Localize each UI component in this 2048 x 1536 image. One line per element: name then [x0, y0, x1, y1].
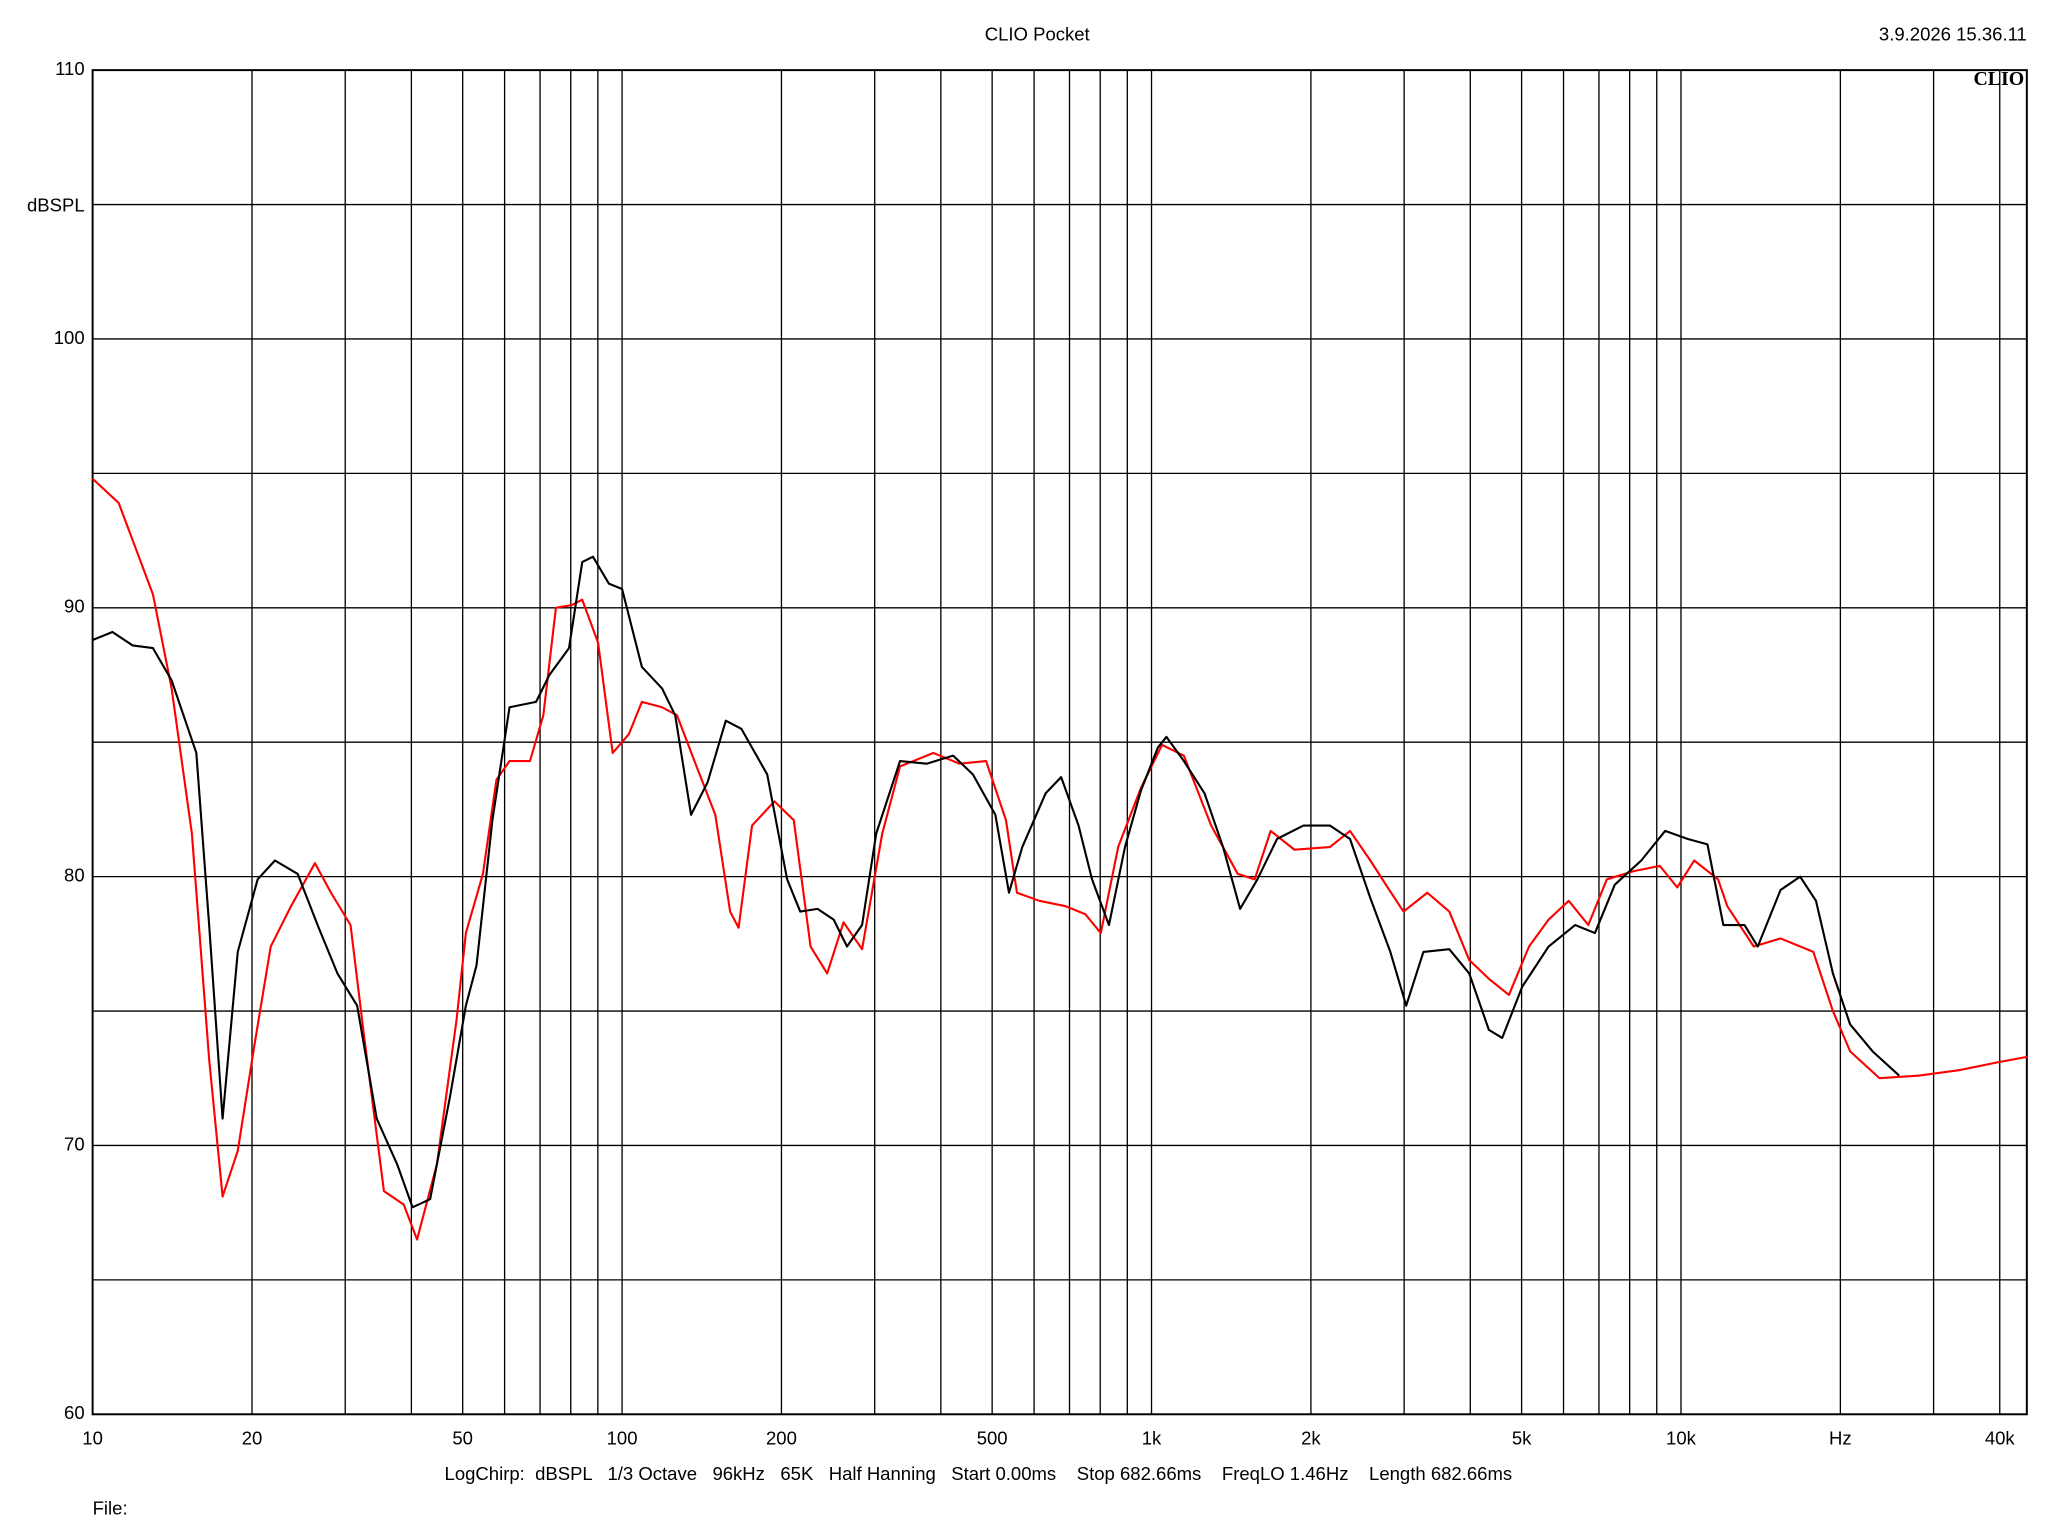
y-tick-label: 80	[64, 865, 85, 886]
line-series	[92, 555, 1900, 1209]
file-label: File:	[93, 1497, 128, 1518]
logo: CLIO	[1973, 68, 2024, 90]
footer: LogChirp: dBSPL 1/3 Octave 96kHz 65K Hal…	[445, 1463, 1513, 1484]
chart-title: CLIO Pocket	[985, 24, 1091, 45]
x-tick-label: 1k	[1142, 1427, 1162, 1448]
y-tick-label: 100	[54, 327, 85, 348]
x-tick-label: 20	[242, 1427, 263, 1448]
x-tick-label: 10	[82, 1427, 103, 1448]
y-tick-label: 90	[64, 596, 85, 617]
x-tick-label: 5k	[1512, 1427, 1532, 1448]
x-tick-label: 500	[977, 1427, 1008, 1448]
x-tick-label: 200	[766, 1427, 797, 1448]
x-tick-label: 100	[607, 1427, 638, 1448]
x-tick-label: 10k	[1666, 1427, 1697, 1448]
x-tick-label: 50	[452, 1427, 473, 1448]
y-tick-label: 70	[64, 1133, 85, 1154]
x-tick-label: 2k	[1301, 1427, 1321, 1448]
x-tick-label: 40k	[1985, 1427, 2016, 1448]
timestamp: 3.9.2026 15.36.11	[1879, 24, 2027, 45]
x-tick-label: Hz	[1829, 1427, 1852, 1448]
plot-frame	[91, 69, 2028, 1416]
y-tick-label: 60	[64, 1402, 85, 1423]
y-axis-label: dBSPL	[27, 194, 85, 215]
line-series	[91, 477, 2028, 1241]
y-tick-label: 110	[55, 58, 85, 79]
